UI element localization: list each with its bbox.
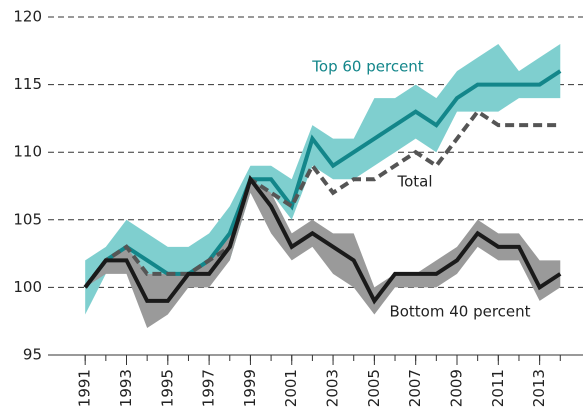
x-tick-label: 2013 — [530, 369, 548, 407]
band — [85, 44, 561, 315]
series-label: Top 60 percent — [311, 58, 424, 76]
x-tick-label: 1991 — [76, 369, 94, 407]
y-tick-label: 105 — [13, 210, 42, 228]
x-tick-label: 2001 — [282, 369, 300, 407]
series-label: Bottom 40 percent — [389, 303, 530, 321]
x-tick-label: 2009 — [447, 369, 465, 407]
y-tick-label: 100 — [13, 278, 42, 296]
y-tick-label: 110 — [13, 143, 42, 161]
x-tick-label: 2007 — [406, 369, 424, 407]
y-tick-label: 95 — [23, 346, 42, 364]
line — [83, 69, 562, 289]
y-tick-label: 120 — [13, 8, 42, 26]
x-tick-label: 1993 — [117, 369, 135, 407]
line — [83, 108, 561, 289]
line — [83, 174, 562, 305]
series-label: Total — [396, 173, 432, 191]
x-tick-label: 1999 — [241, 369, 259, 407]
x-tick-label: 2003 — [324, 369, 342, 407]
y-tick-label: 115 — [13, 75, 42, 93]
band — [85, 179, 561, 328]
x-tick-label: 2005 — [365, 369, 383, 407]
x-tick-label: 1995 — [158, 369, 176, 407]
x-tick-label: 2011 — [489, 369, 507, 407]
x-tick-label: 1997 — [200, 369, 218, 407]
